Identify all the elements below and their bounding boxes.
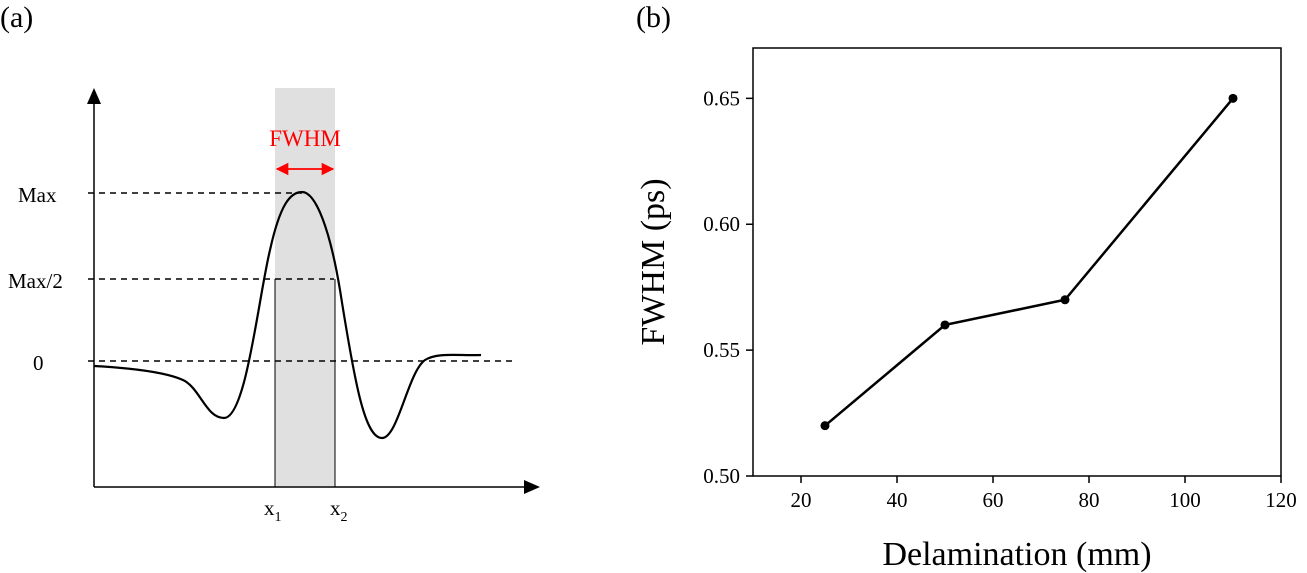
y-tick-label: 0.50 xyxy=(703,464,740,488)
y-ticks: 0.50 0.55 0.60 0.65 xyxy=(703,86,753,488)
y-tick-label: 0.55 xyxy=(703,338,740,362)
y-tick-label: 0.65 xyxy=(703,86,740,110)
panel-a-x-axis-arrow xyxy=(524,480,540,494)
data-point xyxy=(820,421,830,431)
data-point xyxy=(1228,93,1238,103)
data-series xyxy=(820,93,1238,431)
x-tick-label: 20 xyxy=(791,488,812,512)
fwhm-band xyxy=(275,88,335,486)
zero-label: 0 xyxy=(33,351,44,375)
panel-a-label: (a) xyxy=(0,1,33,34)
x-tick-label: 120 xyxy=(1265,488,1297,512)
x-tick-label: 80 xyxy=(1079,488,1100,512)
x-axis-title: Delamination (mm) xyxy=(882,536,1151,573)
panel-b: (b) 20 40 60 80 100 120 0.50 0.55 0.60 0.65 Dela… xyxy=(635,1,1297,573)
max-label: Max xyxy=(18,183,57,207)
pulse-waveform xyxy=(93,190,482,440)
panel-a-y-axis-arrow xyxy=(87,88,101,104)
x-tick-label: 100 xyxy=(1169,488,1201,512)
series-line xyxy=(824,97,1234,427)
panel-b-label: (b) xyxy=(636,1,671,34)
fwhm-annotation-label: FWHM xyxy=(269,126,341,151)
data-point xyxy=(1060,295,1070,305)
x2-label: x2 xyxy=(330,496,348,525)
x-tick-label: 60 xyxy=(983,488,1004,512)
data-point xyxy=(940,320,950,330)
half-max-label: Max/2 xyxy=(8,269,63,293)
y-tick-label: 0.60 xyxy=(703,212,740,236)
plot-frame xyxy=(752,47,1282,477)
panel-a: (a) Max Max/2 0 FWHM x1 x2 xyxy=(0,1,540,525)
y-axis-title: FWHM (ps) xyxy=(635,178,672,345)
x1-label: x1 xyxy=(264,496,282,525)
x-tick-label: 40 xyxy=(887,488,908,512)
x-ticks: 20 40 60 80 100 120 xyxy=(791,476,1297,512)
